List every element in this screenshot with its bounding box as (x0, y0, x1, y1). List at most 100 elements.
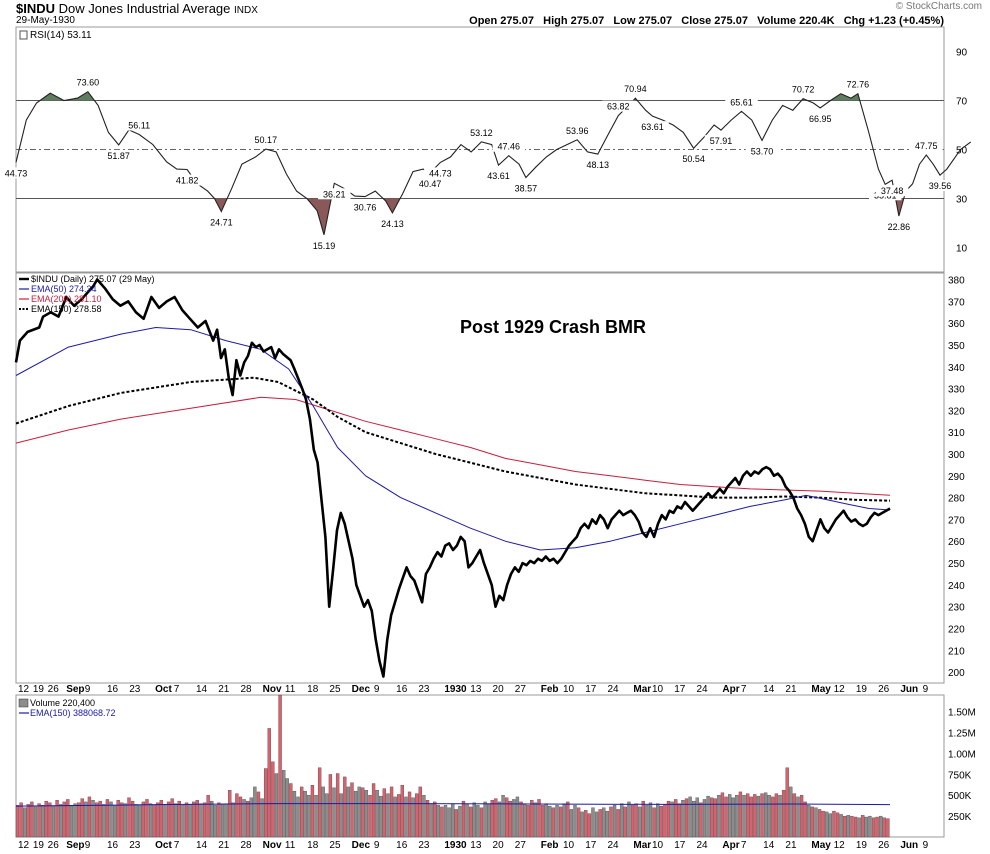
volume-bar (504, 797, 509, 838)
x-tick-label: 14 (763, 840, 775, 851)
x-tick-label: Mar (633, 840, 651, 851)
volume-bar (339, 793, 343, 838)
x-tick-label: Nov (263, 684, 282, 695)
volume-bar (425, 800, 430, 838)
price-panel: 380 370 360 350 340 330 320 310 300 290 280 270 260 2… (14, 272, 965, 684)
x-tick-label: Oct (155, 840, 172, 851)
volume-bar (102, 804, 106, 838)
volume-bar (598, 809, 602, 838)
volume-bar (235, 793, 239, 838)
volume-bar (361, 787, 365, 838)
price-tick-label: 250 (948, 559, 965, 570)
volume-bar (602, 807, 606, 838)
volume-bar (551, 807, 556, 838)
price-tick-label: 260 (948, 537, 965, 548)
price-legend-item: $INDU (Daily) 275.07 (29 May) (31, 274, 155, 284)
volume-bar (630, 805, 635, 838)
series-ema150 (15, 376, 891, 502)
x-tick-label: 7 (174, 840, 180, 851)
rsi-annotation: 47.46 (498, 142, 521, 152)
volume-bar (41, 805, 45, 838)
volume-bar (792, 793, 797, 838)
rsi-annotation: 63.82 (607, 102, 630, 112)
volume-bar (853, 816, 858, 838)
rsi-annotation-bg (602, 100, 635, 112)
volume-bar (742, 795, 746, 838)
volume-bar (80, 798, 84, 838)
volume-bar (580, 811, 584, 838)
volume-bar (174, 803, 178, 838)
x-tick-label: 9 (85, 684, 91, 695)
rsi-oversold-fill (895, 198, 904, 216)
x-tick-label: 21 (218, 684, 230, 695)
x-tick-label: 16 (396, 840, 408, 851)
volume-bar (37, 803, 41, 838)
volume-bar (591, 807, 595, 838)
rsi-annotation: 57.91 (710, 136, 733, 146)
volume-bar (51, 805, 56, 838)
volume-bar (443, 805, 448, 838)
volume-bar (745, 793, 750, 838)
rsi-annotation: 40.47 (419, 179, 442, 189)
volume-bar (666, 800, 671, 838)
rsi-annotation: 48.13 (587, 160, 610, 170)
rsi-annotation: 53.12 (470, 128, 493, 138)
volume-bar (490, 800, 494, 838)
x-tick-label: 16 (107, 840, 119, 851)
volume-bar (296, 796, 300, 838)
rsi-annotation: 38.57 (515, 184, 538, 194)
x-tick-label: 12 (18, 840, 30, 851)
rsi-overbought-fill (830, 93, 860, 101)
volume-bar (828, 813, 833, 838)
volume-bar (303, 790, 307, 838)
volume-bar (681, 800, 685, 838)
x-tick-label: 23 (418, 684, 430, 695)
x-tick-label: 24 (607, 840, 619, 851)
volume-bar (120, 802, 124, 838)
rsi-annotation: 51.87 (107, 151, 130, 161)
volume-bar (389, 786, 394, 838)
volume-bar (702, 799, 707, 838)
volume-bar (202, 802, 207, 838)
volume-tick-label: 500K (948, 791, 972, 802)
volume-bar (710, 797, 714, 838)
rsi-legend: RSI(14) 53.11 (30, 30, 92, 41)
volume-bar (404, 796, 408, 838)
price-tick-label: 350 (948, 341, 965, 352)
rsi-annotation: 56.11 (128, 121, 150, 131)
rsi-annotation-bg (376, 217, 409, 229)
volume-bar (364, 790, 369, 838)
volume-bar (249, 797, 253, 838)
volume-bar (533, 802, 538, 838)
rsi-annotation: 66.95 (809, 114, 832, 124)
volume-bar (843, 815, 847, 838)
volume-bar (562, 803, 566, 838)
volume-bar (861, 815, 865, 838)
volume-bar (228, 790, 232, 838)
volume-bar (656, 803, 660, 838)
x-tick-label: 9 (374, 684, 380, 695)
price-legend-item: EMA(200) 281.10 (31, 294, 102, 304)
volume-bar (692, 800, 696, 838)
volume-bar (774, 793, 779, 838)
volume-bar (368, 795, 372, 838)
x-tick-label: 14 (196, 840, 208, 851)
rsi-annotation: 50.54 (682, 154, 705, 164)
volume-bar (548, 805, 552, 838)
x-axis: 121219192626SepSep9916162323OctOct771414… (18, 684, 929, 851)
volume-bar (469, 806, 473, 838)
rsi-line (15, 90, 972, 235)
rsi-annotation-bg (122, 119, 156, 131)
x-tick-label: Mar (633, 684, 651, 695)
volume-bar (821, 810, 825, 838)
volume-ema-line (15, 803, 891, 807)
volume-tick-label: 750K (948, 770, 972, 781)
rsi-annotation: 22.86 (888, 222, 911, 232)
x-tick-label: 19 (856, 840, 868, 851)
x-tick-label: 12 (834, 684, 846, 695)
x-tick-label: 21 (785, 840, 797, 851)
price-legend-item: EMA(150) 278.58 (31, 304, 102, 314)
rsi-annotation-bg (509, 182, 543, 194)
price-tick-label: 380 (948, 276, 965, 287)
x-tick-label: 14 (196, 684, 208, 695)
